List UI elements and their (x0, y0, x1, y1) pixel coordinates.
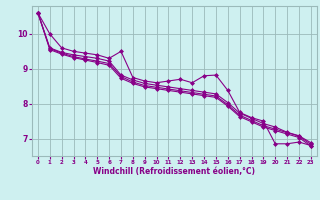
X-axis label: Windchill (Refroidissement éolien,°C): Windchill (Refroidissement éolien,°C) (93, 167, 255, 176)
